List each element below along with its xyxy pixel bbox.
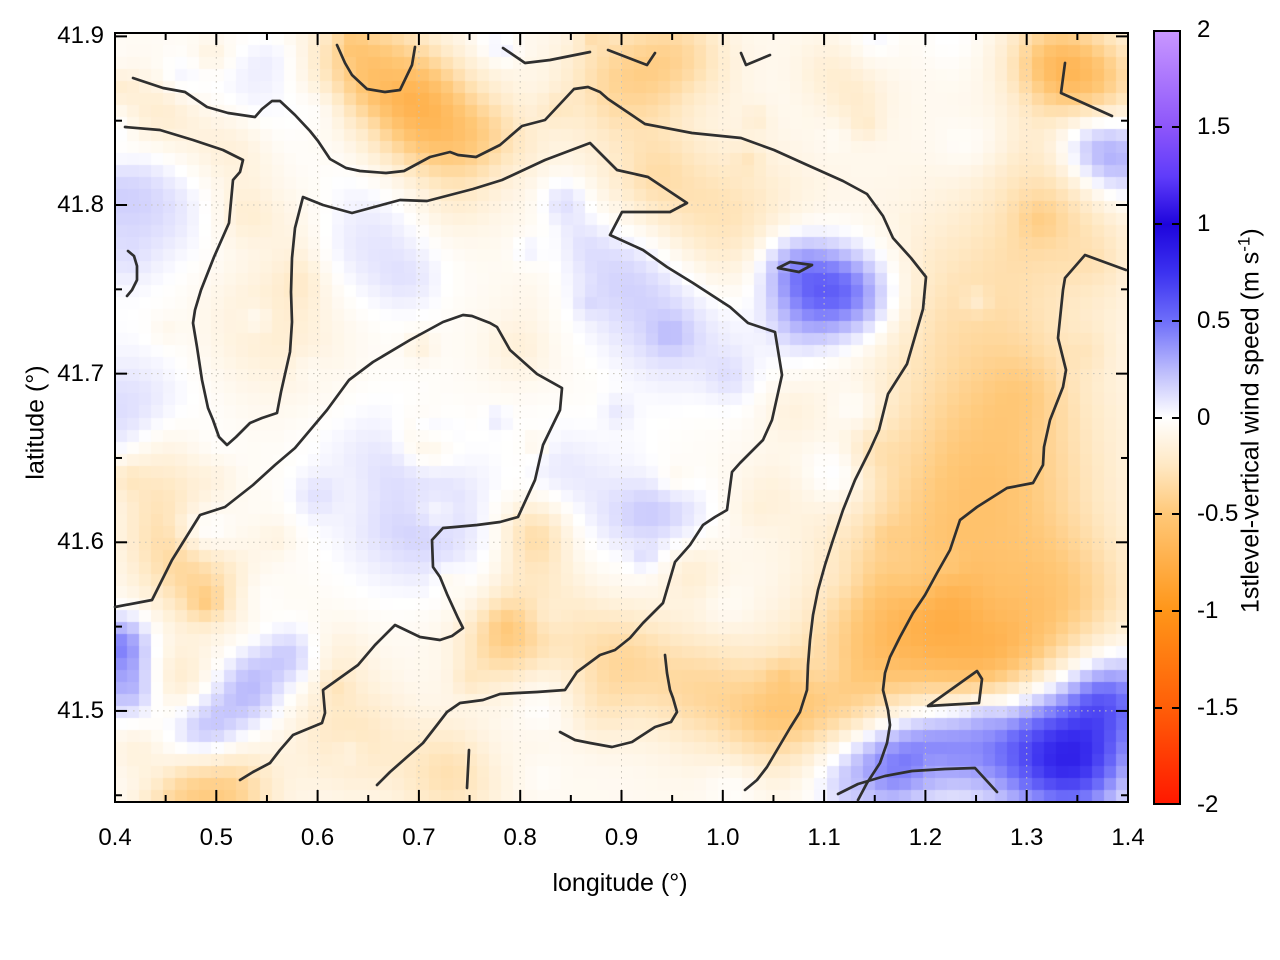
colorbar-tick-label: 1.5 [1197,112,1231,140]
contour-line [739,51,772,67]
colorbar-tick [1153,513,1162,516]
y-tick-label: 41.7 [57,359,104,387]
contour-line [125,249,139,298]
x-tick-label: 0.4 [98,824,132,851]
colorbar-tick-label: -1.5 [1197,694,1239,722]
colorbar-tick-label: 1 [1197,209,1211,237]
colorbar-tick [1172,610,1181,613]
colorbar-tick [1172,416,1181,419]
colorbar-tick-label: 0.5 [1197,306,1231,334]
colorbar-tick-label: -2 [1197,791,1219,818]
colorbar-tick-label: 0 [1197,403,1211,431]
colorbar-tick-label: -0.5 [1197,500,1239,528]
contour-line [123,125,784,787]
x-tick-label: 1.0 [706,824,740,851]
colorbar-title-sup: -1 [1234,236,1254,252]
x-tick-label: 0.9 [604,824,639,851]
contour-line [836,766,999,796]
contour-line [926,669,984,708]
colorbar-tick [1172,319,1181,322]
contour-line [856,253,1128,802]
y-axis-title: latitude (°) [21,365,50,480]
contour-line [606,48,657,67]
x-tick-label: 0.6 [300,824,335,851]
y-tick-label: 41.8 [57,191,104,218]
y-tick-label: 41.9 [57,22,104,50]
colorbar-tick [1172,222,1181,225]
colorbar-tick [1153,707,1162,710]
colorbar-tick [1153,610,1162,613]
x-tick-label: 1.2 [908,824,943,851]
colorbar-title-end: ) [1236,228,1265,237]
colorbar-tick [1153,319,1162,322]
colorbar-tick [1172,125,1181,128]
contour-line [335,43,417,94]
x-tick-label: 1.1 [807,824,841,851]
contour-line [1059,61,1114,118]
colorbar-tick [1153,125,1162,128]
colorbar-tick-label: 2 [1197,16,1211,43]
colorbar-title: 1stlevel-vertical wind speed (m s-1) [1234,226,1265,616]
x-axis-title: longitude (°) [552,869,688,897]
contour-line [113,313,564,782]
x-tick-label: 0.7 [402,824,436,851]
colorbar-tick [1172,513,1181,516]
colorbar-title-main: 1stlevel-vertical wind speed (m s [1236,251,1265,614]
y-tick-label: 41.6 [57,528,104,556]
contour-line [558,653,679,749]
x-tick-label: 0.8 [503,824,537,851]
y-tick-label: 41.5 [57,696,104,724]
x-tick-label: 0.5 [199,824,233,851]
colorbar-tick [1172,707,1181,710]
x-tick-label: 1.4 [1111,824,1145,851]
contour-line [465,748,471,790]
plot-border [114,32,1129,803]
contour-line [501,46,592,65]
x-tick-label: 1.3 [1010,824,1044,851]
colorbar-tick-label: -1 [1197,597,1219,625]
colorbar-tick [1153,222,1162,225]
colorbar-tick [1153,416,1162,419]
contour-line [776,260,814,274]
contour-line [131,76,928,792]
